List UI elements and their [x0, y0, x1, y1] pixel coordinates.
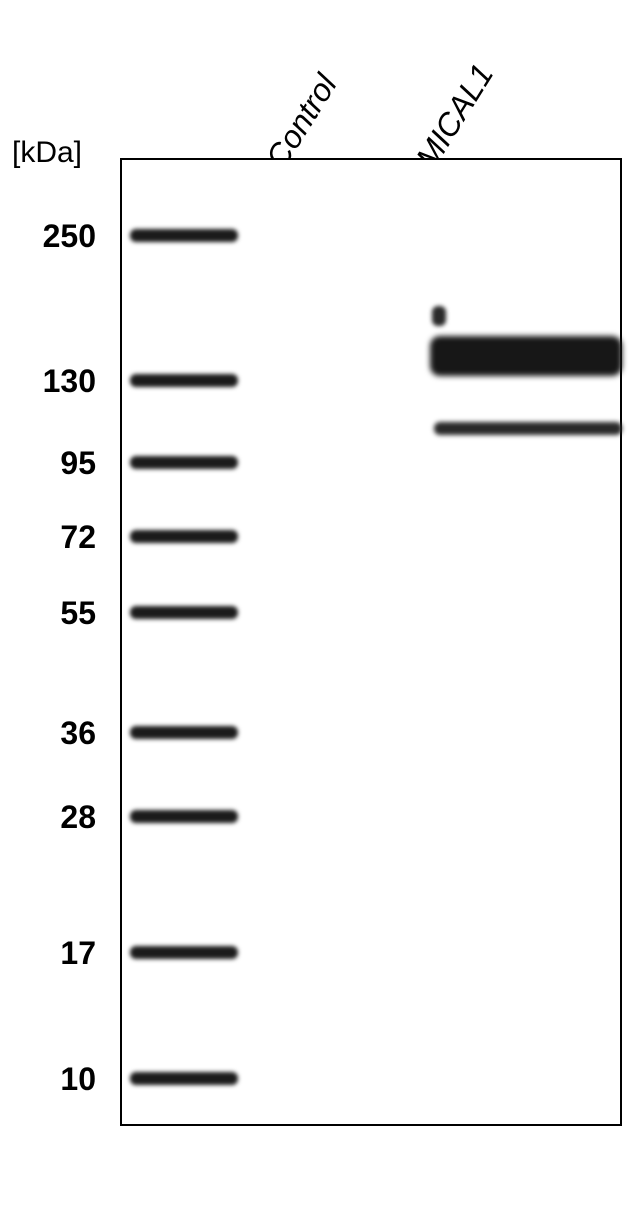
ladder-tick-72: 72	[16, 519, 96, 556]
ladder-tick-10: 10	[16, 1061, 96, 1098]
ladder-band	[130, 810, 238, 823]
ladder-band	[130, 1072, 238, 1085]
ladder-tick-17: 17	[16, 935, 96, 972]
ladder-band	[130, 726, 238, 739]
ladder-tick-28: 28	[16, 799, 96, 836]
sample-band-smudge	[432, 306, 446, 326]
ladder-band	[130, 374, 238, 387]
ladder-tick-95: 95	[16, 445, 96, 482]
ladder-band	[130, 606, 238, 619]
ladder-tick-36: 36	[16, 715, 96, 752]
ladder-band	[130, 946, 238, 959]
ladder-tick-250: 250	[16, 218, 96, 255]
ladder-band	[130, 530, 238, 543]
ladder-band	[130, 456, 238, 469]
ladder-tick-130: 130	[16, 363, 96, 400]
ladder-band	[130, 229, 238, 242]
sample-band-minor	[434, 422, 622, 435]
sample-band-major	[430, 336, 622, 376]
axis-unit-label: [kDa]	[12, 136, 82, 170]
figure-canvas: [kDa] Control MICAL1 250 130 95 72 55 36…	[0, 0, 640, 1217]
ladder-tick-55: 55	[16, 595, 96, 632]
blot-frame	[120, 158, 622, 1126]
